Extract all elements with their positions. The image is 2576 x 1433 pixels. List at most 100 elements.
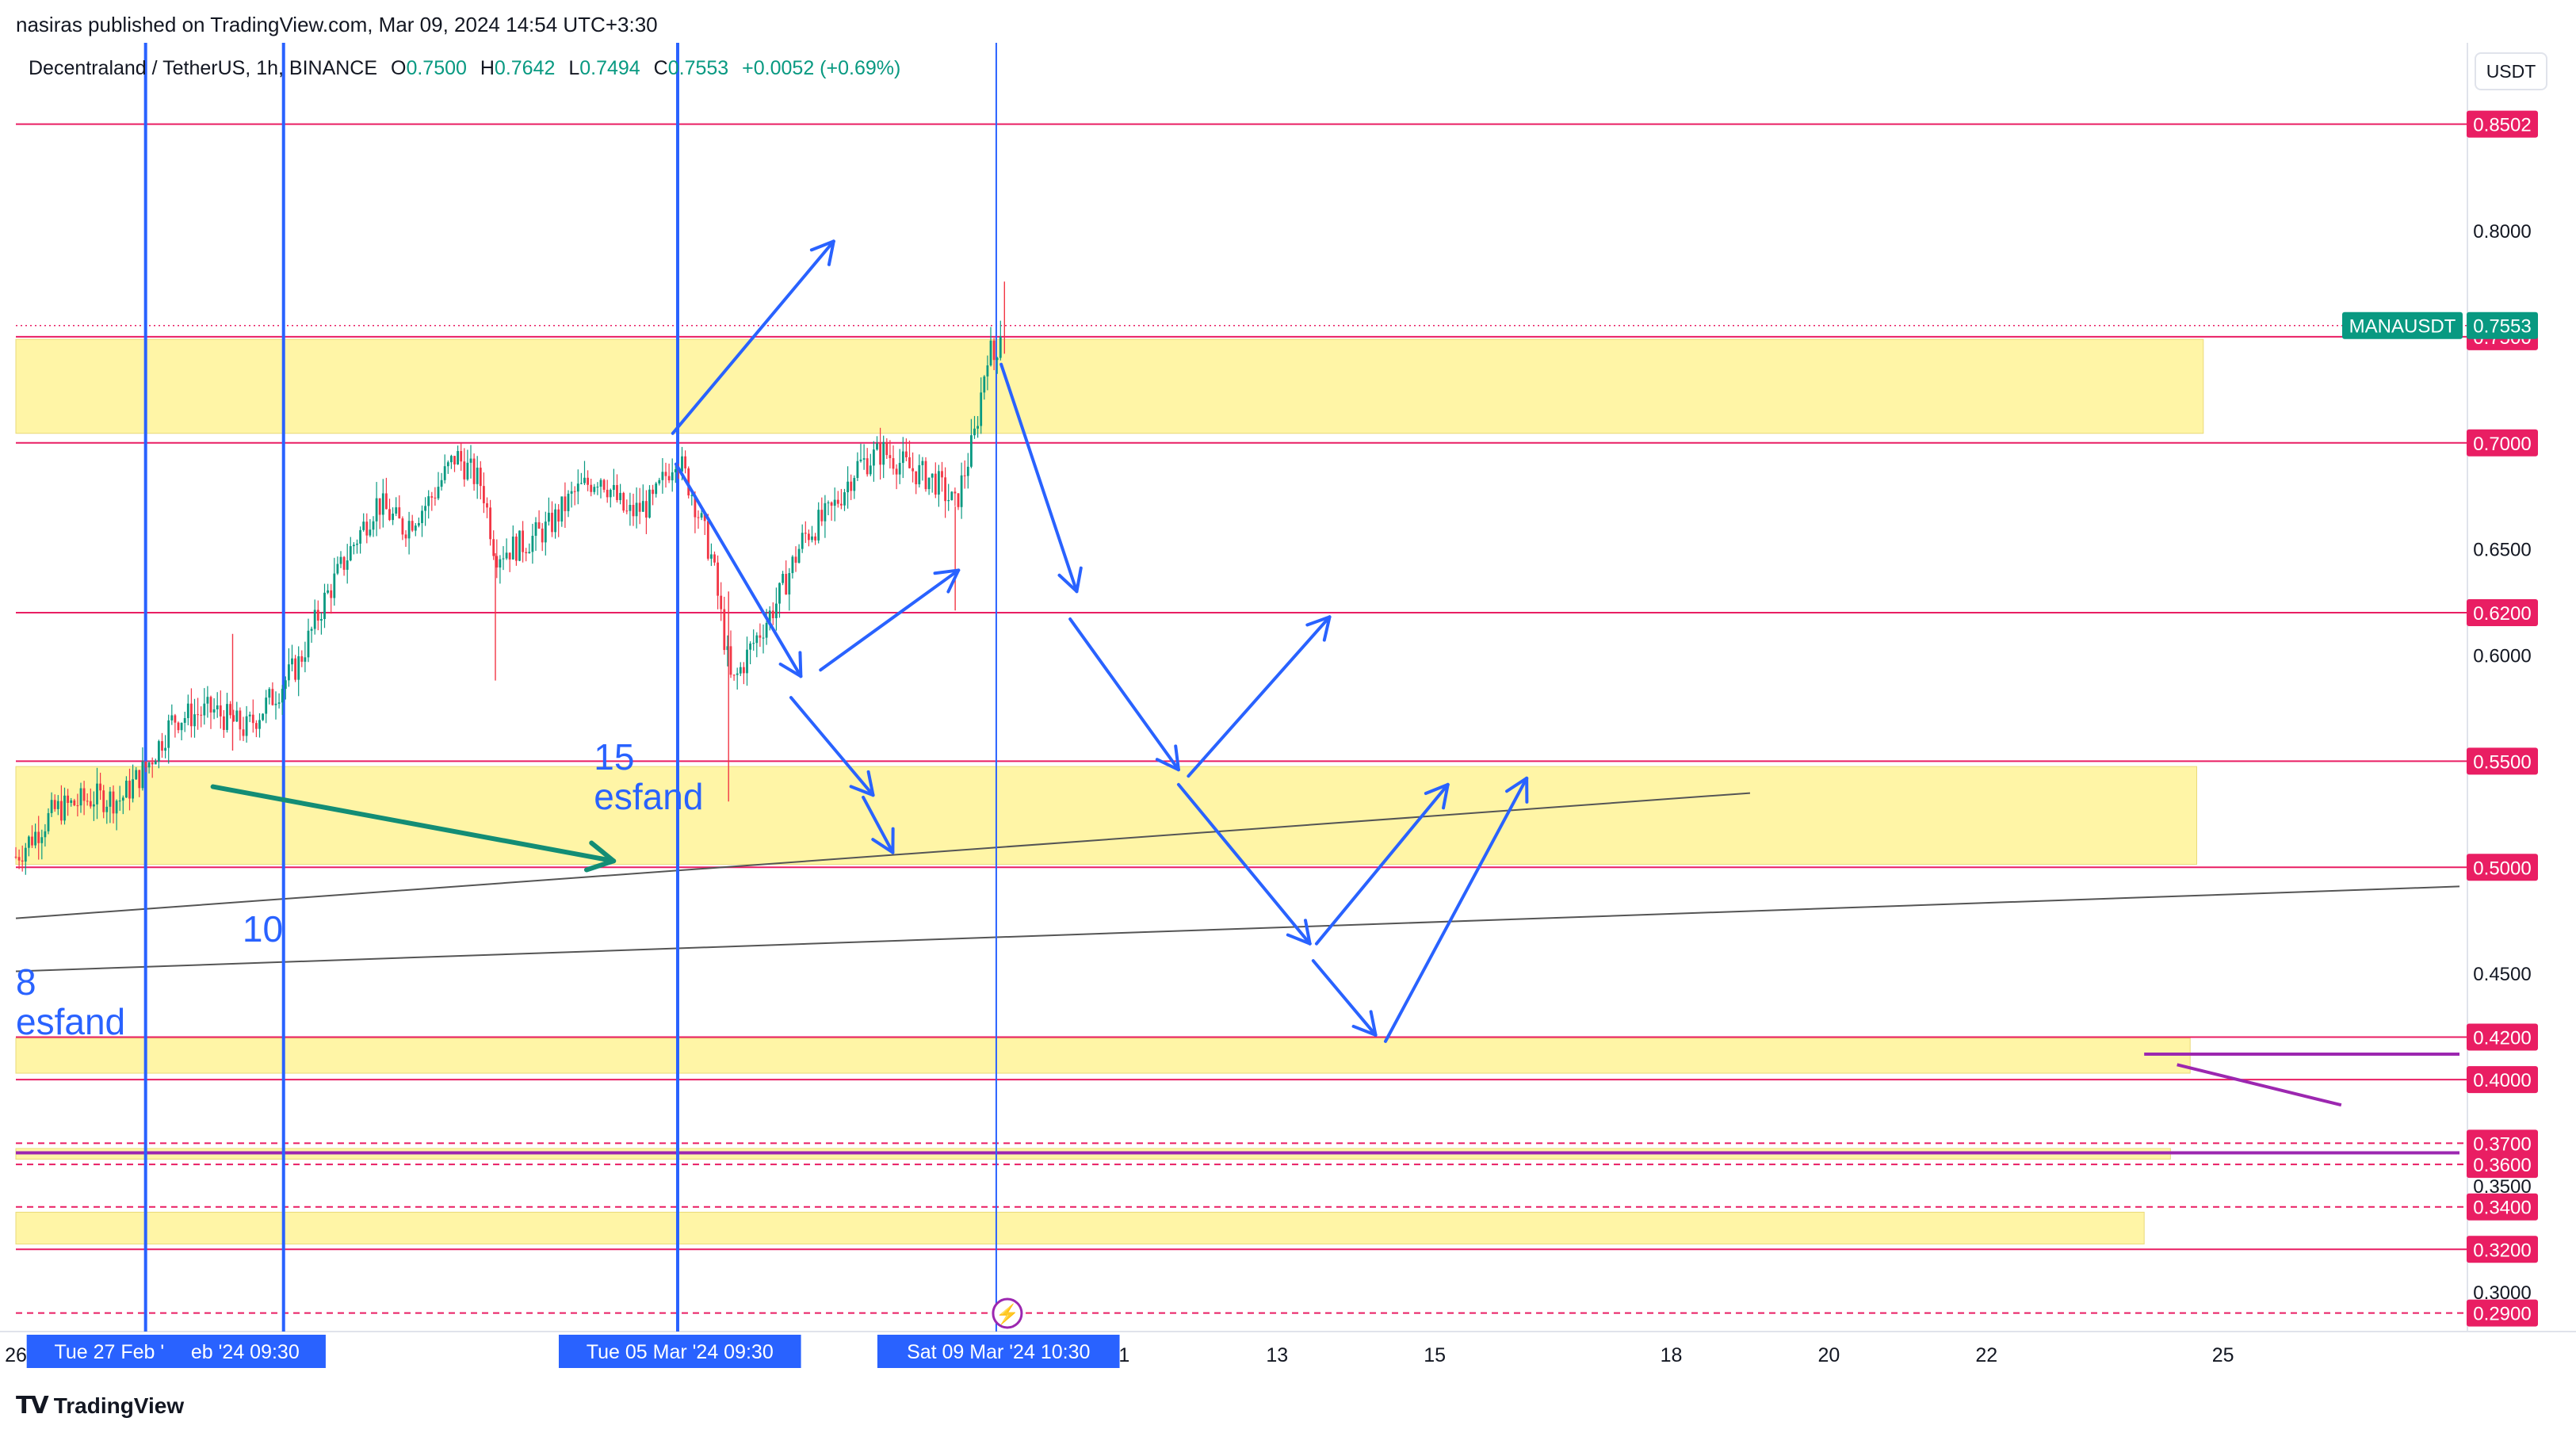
projection-arrow <box>1068 617 1180 772</box>
candle-body <box>551 512 553 533</box>
candle-body <box>430 496 434 498</box>
currency-button[interactable]: USDT <box>2475 52 2547 90</box>
candle-body <box>251 714 254 724</box>
candle-body <box>313 610 316 629</box>
candle-body <box>342 556 346 570</box>
symbol-legend[interactable]: Decentraland / TetherUS, 1h, BINANCE O0.… <box>29 57 900 80</box>
arrow-head <box>1322 615 1332 642</box>
candle-body <box>297 656 300 680</box>
candle-body <box>915 471 918 485</box>
arrows-layer <box>210 239 1529 1043</box>
candle-body <box>203 703 206 716</box>
candle-body <box>174 715 177 723</box>
candle-body <box>105 806 109 812</box>
candle-body <box>170 715 174 720</box>
candle-body <box>658 480 661 483</box>
candle-body <box>587 477 589 485</box>
candle-body <box>759 635 762 638</box>
candle-body <box>158 741 160 762</box>
candle-body <box>164 747 166 751</box>
time-marker-label: Tue 05 Mar '24 09:30 <box>587 1341 774 1363</box>
candle-body <box>427 496 430 506</box>
time-marker-badge <box>877 1335 1120 1368</box>
candle-body <box>102 790 105 812</box>
level-price-label: 0.2900 <box>2473 1304 2531 1325</box>
candle-body <box>544 522 547 543</box>
arrow-head <box>1351 1024 1378 1037</box>
candle-body <box>931 473 934 478</box>
candle-body <box>21 860 24 862</box>
time-axis-tick: 25 <box>2212 1344 2234 1366</box>
candle-body <box>353 545 355 547</box>
candle-body <box>590 484 593 492</box>
candle-body <box>889 455 892 459</box>
candle-body <box>901 451 904 464</box>
arrow-head <box>933 568 961 575</box>
candle-body <box>40 837 44 843</box>
candle-body <box>743 667 745 674</box>
candle-body <box>661 472 664 480</box>
projection-arrow <box>1314 782 1450 946</box>
candle-body <box>726 646 729 651</box>
chart-note-text: 10 <box>243 908 283 950</box>
candle-body <box>703 513 706 522</box>
time-marker-label: eb '24 09:30 <box>191 1341 300 1363</box>
candle-body <box>892 458 895 469</box>
candle-body <box>193 714 196 727</box>
time-axis-tick: 13 <box>1266 1344 1288 1366</box>
candle-body <box>970 435 973 467</box>
support-resistance-zone <box>15 766 2197 866</box>
candle-body <box>418 523 420 526</box>
candle-body <box>216 705 219 709</box>
level-price-label: 0.3200 <box>2473 1240 2531 1261</box>
candle-body <box>684 456 686 468</box>
tradingview-logo[interactable]: 𝗧𝗩 TradingView <box>16 1392 184 1420</box>
candle-body <box>115 801 118 814</box>
trend-line <box>2177 1063 2342 1107</box>
candle-body <box>34 831 36 846</box>
projection-arrow <box>789 696 875 797</box>
candle-body <box>372 521 375 530</box>
lightning-glyph: ⚡ <box>996 1303 1019 1325</box>
candle-body <box>453 456 456 464</box>
brand-name: TradingView <box>53 1393 185 1418</box>
candle-body <box>944 477 946 502</box>
candle-body <box>541 528 544 543</box>
arrow-head <box>1303 919 1312 946</box>
candle-body <box>93 804 95 807</box>
legend-close-label: C <box>653 57 668 79</box>
candle-body <box>986 365 989 376</box>
level-price-label: 0.3400 <box>2473 1198 2531 1219</box>
candle-body <box>830 502 833 506</box>
candle-body <box>782 574 784 583</box>
candle-body <box>694 495 697 518</box>
legend-low-label: L <box>568 57 580 79</box>
candle-body <box>307 630 310 658</box>
candle-body <box>652 489 654 495</box>
candle-body <box>502 558 505 560</box>
candle-body <box>619 492 621 500</box>
candle-body <box>593 487 596 492</box>
candle-body <box>515 536 518 561</box>
chart-frame[interactable]: 15 esfand 10 8 esfand 0.8000 0.6500 0.6000 0.45… <box>0 43 2576 1374</box>
candle-body <box>528 552 531 553</box>
candle-body <box>499 559 502 568</box>
candle-body <box>505 552 508 559</box>
candle-body <box>190 703 193 727</box>
candle-body <box>271 689 274 705</box>
lightning-icon <box>992 1297 1023 1329</box>
arrow-head <box>866 770 875 797</box>
candle-body <box>154 761 157 765</box>
candle-body <box>755 635 759 644</box>
candle-body <box>729 646 732 675</box>
candle-body <box>957 493 960 507</box>
candle-body <box>768 610 771 623</box>
candle-body <box>602 480 606 490</box>
arrow-head <box>1505 776 1529 793</box>
candle-body <box>31 836 33 846</box>
price-level-labels: 0.85020.75000.70000.62000.55000.50000.42… <box>2342 110 2538 1327</box>
candle-body <box>56 801 59 809</box>
